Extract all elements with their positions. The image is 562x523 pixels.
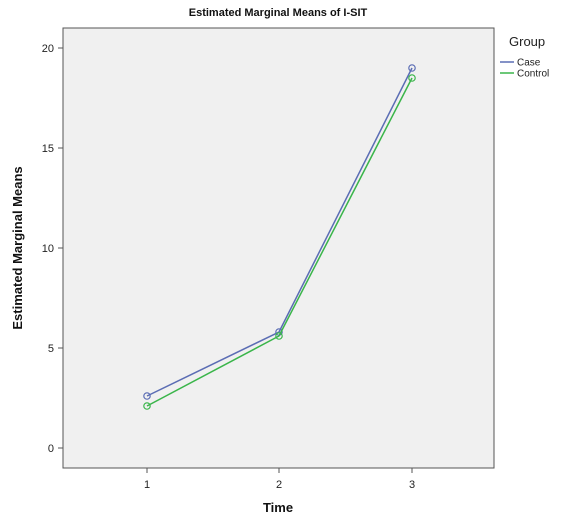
y-tick-label: 0 — [48, 443, 54, 455]
x-axis: 1 2 3 — [144, 468, 415, 491]
y-tick-label: 15 — [42, 143, 54, 155]
series-line-control — [146, 77, 413, 407]
x-tick-label: 1 — [144, 479, 150, 491]
y-tick-label: 5 — [48, 343, 54, 355]
series-line-case — [146, 67, 413, 397]
plot-area — [62, 27, 495, 469]
data-point-control — [408, 74, 416, 82]
data-point-case — [143, 392, 151, 400]
data-point-control — [275, 332, 283, 340]
legend-label-control: Control — [517, 69, 549, 80]
y-tick-label: 10 — [42, 243, 54, 255]
y-tick-label: 20 — [42, 43, 54, 55]
x-tick-label: 2 — [276, 479, 282, 491]
series-layer — [143, 64, 416, 410]
legend-title: Group — [509, 34, 545, 49]
data-point-case — [408, 64, 416, 72]
data-point-control — [143, 402, 151, 410]
chart-title: Estimated Marginal Means of I-SIT — [189, 7, 368, 19]
x-tick-label: 3 — [409, 479, 415, 491]
legend-label-case: Case — [517, 58, 541, 69]
y-axis-label: Estimated Marginal Means — [10, 166, 25, 329]
y-axis: 0 5 10 15 20 — [42, 43, 63, 455]
x-axis-label: Time — [263, 500, 293, 515]
